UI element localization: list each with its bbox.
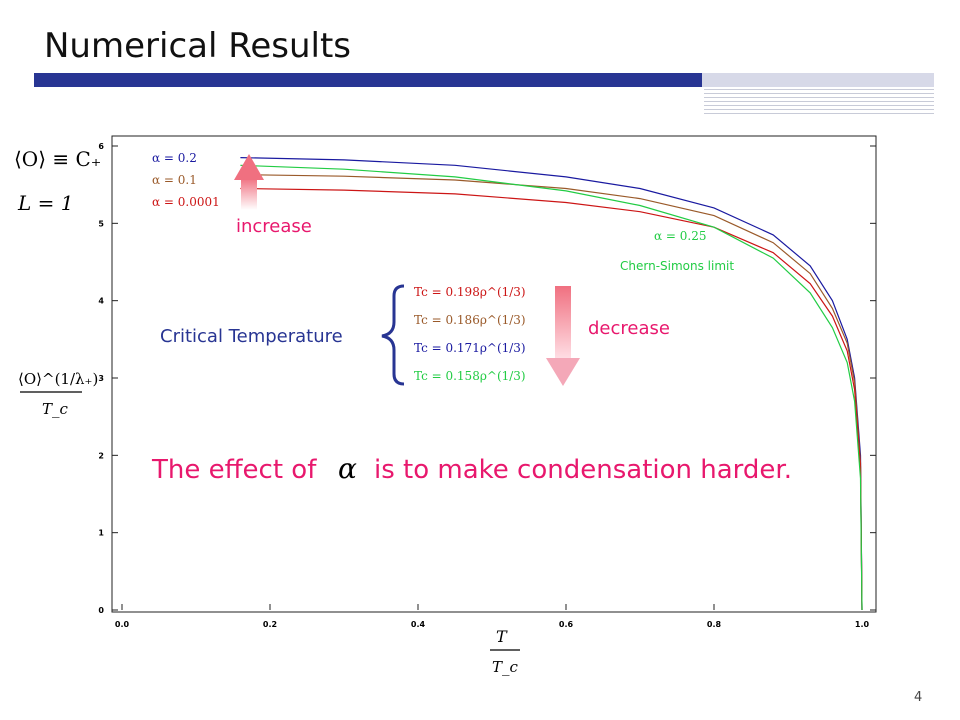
- slide-title: Numerical Results: [44, 26, 351, 66]
- tc-value-alpha-0.2: Tc = 0.198ρ^(1/3): [414, 285, 526, 299]
- decorative-stripes: [704, 89, 934, 117]
- y-tick-label: 3: [98, 374, 104, 383]
- tc-value-alpha-0.0001: Tc = 0.171ρ^(1/3): [414, 341, 526, 355]
- axis-ticks: 0.0 0.2 0.4 0.6 0.8 1.0 0 1 2 3 4 5 6: [98, 142, 876, 629]
- xlabel-denominator: T_c: [492, 658, 519, 676]
- decrease-label: decrease: [588, 318, 670, 339]
- legend-entry-alpha-0.0001: α = 0.0001: [152, 195, 220, 209]
- title-underline-bar: [34, 73, 934, 87]
- plot-frame: [111, 135, 877, 613]
- legend-entry-alpha-0.25: α = 0.25: [654, 229, 707, 243]
- y-tick-label: 0: [98, 606, 104, 615]
- effect-statement-suffix: is to make condensation harder.: [374, 455, 792, 485]
- ylabel-numerator: ⟨O⟩^(1/λ₊): [18, 370, 98, 388]
- critical-temperature-brace: [381, 284, 405, 386]
- legend-entry-alpha-0.2: α = 0.2: [152, 151, 197, 165]
- x-tick-label: 0.4: [411, 620, 426, 629]
- x-tick-label: 0.0: [115, 620, 130, 629]
- chern-simons-label: Chern-Simons limit: [620, 259, 734, 273]
- series-line: [240, 164, 863, 611]
- page-number: 4: [914, 690, 923, 705]
- increase-label: increase: [236, 216, 312, 237]
- x-tick-label: 0.8: [707, 620, 722, 629]
- series-line: [240, 187, 863, 611]
- definition-equation: ⟨O⟩ ≡ C₊: [14, 147, 101, 171]
- l-equation: L = 1: [17, 191, 73, 215]
- legend-entry-alpha-0.1: α = 0.1: [152, 173, 197, 187]
- ylabel-denominator: T_c: [42, 400, 69, 418]
- x-tick-label: 1.0: [855, 620, 870, 629]
- effect-alpha-symbol: α: [338, 452, 357, 485]
- tc-value-alpha-0.1: Tc = 0.186ρ^(1/3): [414, 313, 526, 327]
- increase-arrow-icon: [234, 154, 264, 210]
- curve-layer: [240, 157, 863, 611]
- series-line: [240, 157, 863, 611]
- xlabel-numerator: T: [496, 627, 508, 646]
- critical-temperature-label: Critical Temperature: [160, 326, 343, 347]
- y-tick-label: 6: [98, 142, 104, 151]
- series-line: [240, 174, 863, 611]
- y-tick-label: 1: [98, 529, 104, 538]
- effect-statement-prefix: The effect of: [151, 455, 317, 485]
- y-tick-label: 4: [98, 297, 104, 306]
- y-tick-label: 2: [98, 451, 104, 460]
- x-tick-label: 0.2: [263, 620, 277, 629]
- tc-value-alpha-0.25: Tc = 0.158ρ^(1/3): [414, 369, 526, 383]
- x-tick-label: 0.6: [559, 620, 574, 629]
- decrease-arrow-icon: [546, 286, 580, 386]
- y-tick-label: 5: [98, 219, 104, 228]
